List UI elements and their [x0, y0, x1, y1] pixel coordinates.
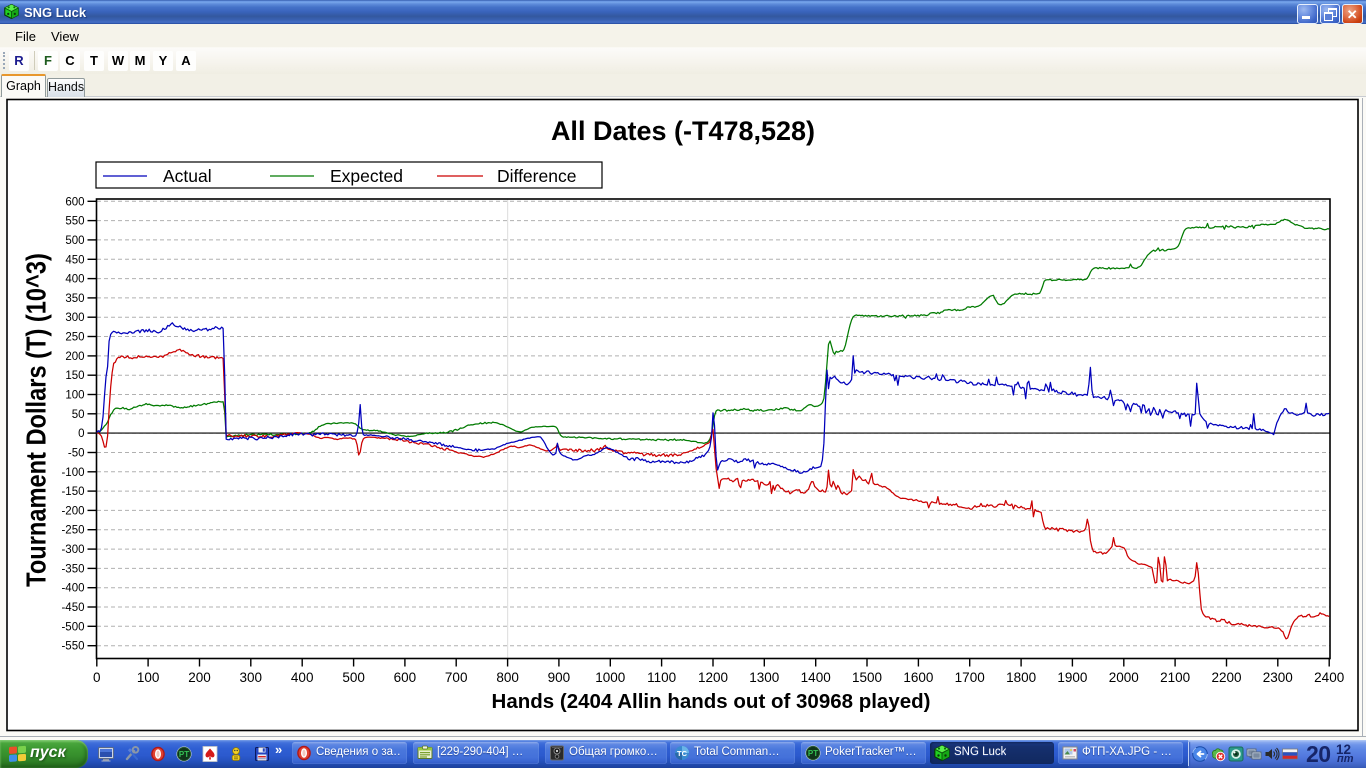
- svg-text:450: 450: [65, 254, 84, 266]
- svg-text:1200: 1200: [698, 670, 728, 685]
- svg-text:-350: -350: [61, 563, 84, 575]
- svg-text:400: 400: [291, 670, 314, 685]
- svg-text:1700: 1700: [955, 670, 985, 685]
- svg-text:All Dates (-T478,528): All Dates (-T478,528): [551, 116, 815, 146]
- svg-text:-150: -150: [61, 486, 84, 498]
- svg-text:1800: 1800: [1006, 670, 1036, 685]
- svg-text:300: 300: [65, 312, 84, 324]
- svg-text:200: 200: [65, 351, 84, 363]
- svg-text:2100: 2100: [1160, 670, 1190, 685]
- svg-text:500: 500: [342, 670, 365, 685]
- svg-text:900: 900: [548, 670, 571, 685]
- svg-text:1100: 1100: [647, 670, 676, 685]
- svg-text:PT: PT: [808, 749, 818, 758]
- svg-text:350: 350: [65, 293, 84, 305]
- svg-text:-250: -250: [61, 525, 84, 537]
- svg-text:2300: 2300: [1263, 670, 1293, 685]
- svg-text:1500: 1500: [852, 670, 882, 685]
- svg-text:600: 600: [394, 670, 417, 685]
- svg-text:-300: -300: [61, 544, 84, 556]
- svg-text:0: 0: [93, 670, 101, 685]
- svg-text:-500: -500: [61, 621, 84, 633]
- svg-text:100: 100: [137, 670, 160, 685]
- svg-text:300: 300: [240, 670, 263, 685]
- svg-text:-450: -450: [61, 602, 84, 614]
- svg-text:1900: 1900: [1057, 670, 1087, 685]
- svg-text:800: 800: [496, 670, 519, 685]
- svg-text:2200: 2200: [1211, 670, 1241, 685]
- svg-text:1300: 1300: [749, 670, 779, 685]
- svg-text:0: 0: [78, 428, 84, 440]
- svg-text:1000: 1000: [595, 670, 625, 685]
- svg-text:TC: TC: [677, 749, 688, 758]
- svg-text:1400: 1400: [801, 670, 831, 685]
- svg-text:Hands (2404 Allin hands out of: Hands (2404 Allin hands out of 30968 pla…: [492, 690, 931, 713]
- svg-text:Difference: Difference: [497, 166, 576, 186]
- svg-text:600: 600: [65, 196, 84, 208]
- svg-text:-550: -550: [61, 641, 84, 653]
- svg-text:250: 250: [65, 332, 84, 344]
- svg-text:500: 500: [65, 235, 84, 247]
- svg-text:150: 150: [65, 370, 84, 382]
- svg-text:-50: -50: [68, 448, 85, 460]
- svg-text:-400: -400: [61, 583, 84, 595]
- svg-text:700: 700: [445, 670, 468, 685]
- svg-text:PT: PT: [179, 750, 189, 759]
- svg-text:2000: 2000: [1109, 670, 1139, 685]
- svg-text:100: 100: [65, 390, 84, 402]
- svg-text:-100: -100: [61, 467, 84, 479]
- svg-text:2400: 2400: [1314, 670, 1344, 685]
- svg-text:1600: 1600: [903, 670, 933, 685]
- svg-text:Actual: Actual: [163, 166, 212, 186]
- svg-text:400: 400: [65, 274, 84, 286]
- svg-text:Tournament Dollars (T) (10^3): Tournament Dollars (T) (10^3): [22, 253, 52, 587]
- svg-text:200: 200: [188, 670, 211, 685]
- svg-text:-200: -200: [61, 505, 84, 517]
- svg-text:550: 550: [65, 216, 84, 228]
- svg-text:50: 50: [72, 409, 85, 421]
- svg-text:Expected: Expected: [330, 166, 403, 186]
